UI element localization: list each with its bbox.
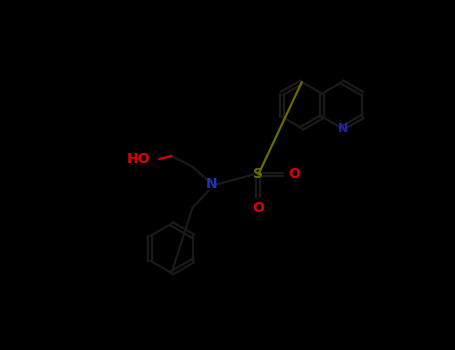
Text: S: S — [253, 167, 263, 181]
Text: O: O — [253, 201, 264, 215]
Text: HO: HO — [126, 152, 150, 166]
Text: N: N — [206, 177, 217, 191]
Text: O: O — [288, 167, 300, 181]
Text: N: N — [338, 122, 348, 135]
